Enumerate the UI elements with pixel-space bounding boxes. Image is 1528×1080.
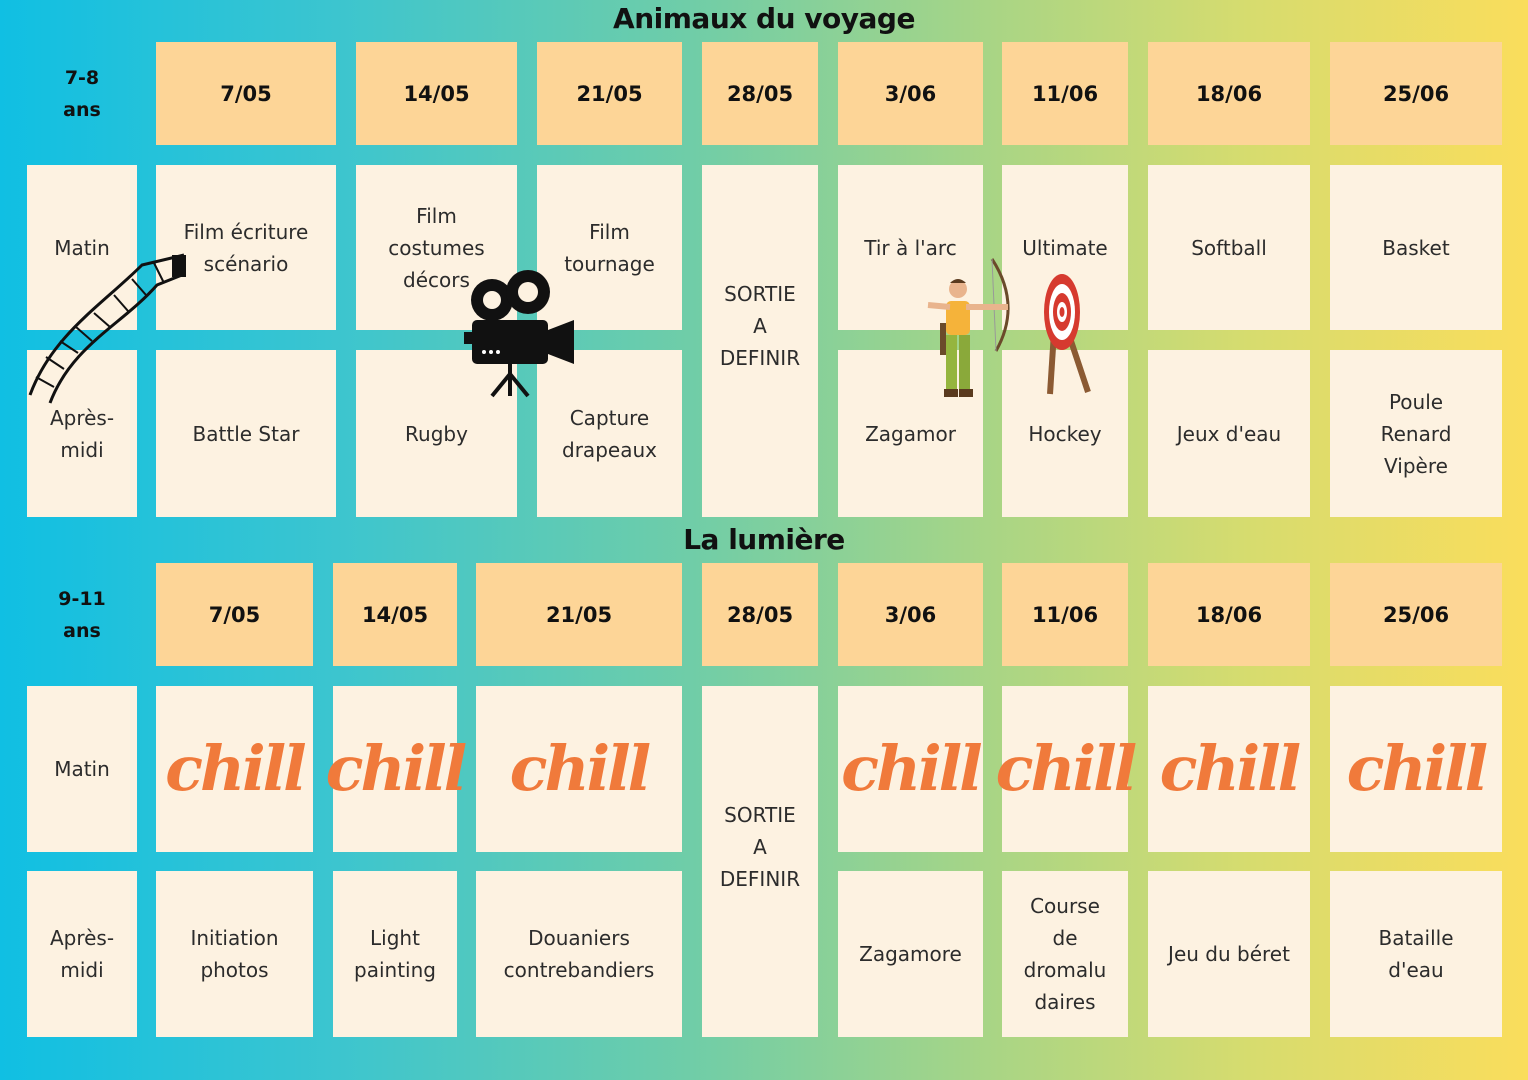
morning-activity: chill <box>156 686 313 852</box>
chill-label: chill <box>1346 732 1488 805</box>
chill-label: chill <box>509 732 651 805</box>
morning-activity: Film écriture scénario <box>156 165 336 330</box>
morning-activity: Film tournage <box>537 165 682 330</box>
date-header: 3/06 <box>838 42 983 145</box>
outing-cell: SORTIE A DEFINIR <box>702 686 818 1037</box>
morning-activity: chill <box>476 686 682 852</box>
afternoon-activity: Jeux d'eau <box>1148 350 1310 517</box>
morning-activity: chill <box>326 686 467 852</box>
date-header: 21/05 <box>476 563 682 666</box>
chill-label: chill <box>1159 732 1301 805</box>
afternoon-activity: Light painting <box>333 871 457 1037</box>
date-header: 28/05 <box>702 563 818 666</box>
afternoon-activity: Zagamore <box>838 871 983 1037</box>
morning-activity: Basket <box>1330 165 1502 330</box>
date-header: 7/05 <box>156 563 313 666</box>
age-group-label: 9-11 ans <box>58 587 106 642</box>
date-header: 3/06 <box>838 563 983 666</box>
chill-label: chill <box>165 732 306 805</box>
date-header: 14/05 <box>333 563 457 666</box>
afternoon-activity: Bataille d'eau <box>1330 871 1502 1037</box>
afternoon-activity: Poule Renard Vipère <box>1330 350 1502 517</box>
outing-cell: SORTIE A DEFINIR <box>702 165 818 517</box>
archery-target-icon <box>1044 274 1091 395</box>
archer-icon <box>927 258 1010 397</box>
morning-activity: chill <box>1148 686 1310 852</box>
date-header: 25/06 <box>1330 42 1502 145</box>
morning-activity: Softball <box>1148 165 1310 330</box>
date-header: 7/05 <box>156 42 336 145</box>
afternoon-activity: Battle Star <box>156 350 336 517</box>
morning-activity: chill <box>1330 686 1502 852</box>
date-header: 18/06 <box>1148 563 1310 666</box>
afternoon-activity: Rugby <box>356 350 517 517</box>
afternoon-activity: Jeu du béret <box>1148 871 1310 1037</box>
age-group-label: 7-8 ans <box>63 66 101 121</box>
afternoon-activity: Douaniers contrebandiers <box>476 871 682 1037</box>
row-label-morning: Matin <box>27 165 137 330</box>
date-header: 18/06 <box>1148 42 1310 145</box>
date-header: 14/05 <box>356 42 517 145</box>
afternoon-activity: Course de dromalu daires <box>1002 871 1128 1037</box>
date-header: 11/06 <box>1002 563 1128 666</box>
afternoon-activity: Initiation photos <box>156 871 313 1037</box>
row-label-afternoon: Après- midi <box>27 350 137 517</box>
row-label-morning: Matin <box>27 686 137 852</box>
chill-label: chill <box>841 732 982 805</box>
date-header: 11/06 <box>1002 42 1128 145</box>
morning-activity: chill <box>838 686 983 852</box>
afternoon-activity: Hockey <box>1002 350 1128 517</box>
afternoon-activity: Zagamor <box>838 350 983 517</box>
movie-camera-icon <box>464 270 574 398</box>
date-header: 28/05 <box>702 42 818 145</box>
row-label-afternoon: Après- midi <box>27 871 137 1037</box>
film-strip-icon <box>28 253 186 404</box>
morning-activity: chill <box>996 686 1137 852</box>
chill-label: chill <box>995 732 1137 805</box>
chill-label: chill <box>325 732 467 805</box>
date-header: 25/06 <box>1330 563 1502 666</box>
section-title: La lumière <box>683 523 845 556</box>
date-header: 21/05 <box>537 42 682 145</box>
section-title: Animaux du voyage <box>613 2 915 35</box>
afternoon-activity: Capture drapeaux <box>537 350 682 517</box>
